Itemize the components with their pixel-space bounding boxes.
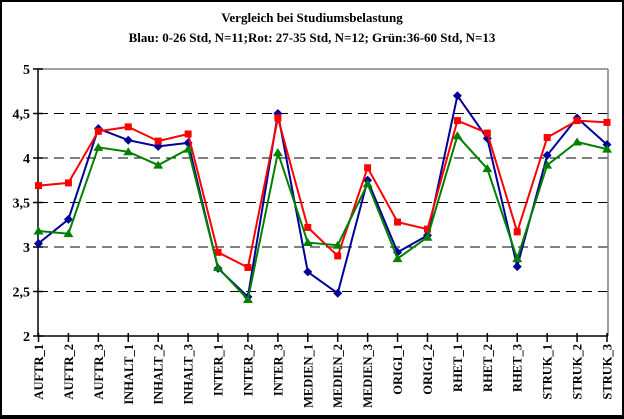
marker-square (214, 248, 222, 256)
x-category-label: RHET_2 (481, 344, 495, 392)
marker-triangle (482, 164, 493, 173)
x-category-label: INHALT_2 (152, 344, 166, 405)
marker-triangle (272, 148, 283, 157)
marker-triangle (512, 254, 523, 263)
x-category-label: STRUK_2 (571, 344, 585, 400)
chart-title: Vergleich bei Studiumsbelastung (221, 10, 403, 25)
marker-square (483, 129, 491, 137)
marker-square (64, 179, 72, 187)
marker-triangle (93, 142, 104, 151)
marker-triangle (33, 226, 44, 235)
marker-square (154, 137, 162, 145)
y-tick-label: 5 (23, 63, 30, 78)
marker-square (244, 263, 252, 271)
marker-square (304, 223, 312, 231)
marker-diamond (452, 91, 462, 101)
marker-square (274, 114, 282, 122)
marker-square (35, 182, 42, 190)
marker-square (513, 228, 521, 236)
marker-diamond (63, 214, 73, 224)
x-category-label: STRUK_1 (541, 344, 555, 400)
y-tick-label: 2 (23, 330, 30, 345)
x-category-label: AUFTR_2 (62, 344, 76, 400)
y-tick-label: 2,5 (13, 286, 31, 301)
marker-square (124, 123, 132, 131)
marker-triangle (63, 229, 74, 238)
marker-triangle (213, 262, 224, 271)
marker-triangle (242, 295, 253, 304)
x-category-label: INTER_2 (241, 344, 255, 396)
marker-square (184, 130, 192, 138)
x-category-label: ORIGI_1 (391, 344, 405, 395)
marker-triangle (302, 238, 313, 247)
y-tick-label: 3,5 (13, 197, 31, 212)
marker-triangle (422, 232, 433, 241)
x-category-label: INHALT_3 (182, 344, 196, 405)
x-category-label: STRUK_3 (601, 344, 615, 400)
marker-square (364, 164, 372, 172)
x-category-label: MEDIEN_3 (361, 344, 375, 408)
marker-diamond (333, 288, 343, 298)
marker-square (394, 218, 402, 226)
x-category-label: AUFTR_1 (32, 344, 46, 400)
marker-triangle (572, 137, 583, 146)
marker-square (423, 225, 431, 233)
series-line-triangle (38, 133, 608, 302)
marker-square (94, 127, 102, 135)
x-category-label: AUFTR_3 (92, 344, 106, 400)
x-category-label: MEDIEN_1 (301, 344, 315, 408)
marker-diamond (34, 238, 43, 248)
marker-square (573, 117, 581, 125)
marker-square (543, 134, 551, 142)
x-category-label: INHALT_1 (122, 344, 136, 405)
marker-triangle (602, 144, 612, 153)
marker-triangle (452, 131, 463, 140)
y-tick-label: 3 (23, 241, 30, 256)
marker-triangle (332, 240, 343, 249)
x-category-label: INTER_1 (212, 344, 226, 396)
marker-triangle (123, 147, 134, 156)
marker-triangle (183, 144, 194, 153)
marker-diamond (123, 135, 133, 145)
marker-square (334, 252, 342, 260)
marker-diamond (303, 267, 313, 277)
y-tick-label: 4,5 (13, 108, 31, 123)
y-tick-label: 4 (23, 152, 30, 167)
marker-diamond (542, 150, 552, 160)
series-line-diamond (37, 93, 608, 299)
x-category-label: MEDIEN_2 (331, 344, 345, 408)
series-line-square (38, 117, 608, 269)
x-category-label: ORIGI_2 (421, 344, 435, 395)
x-category-label: RHET_3 (511, 344, 525, 392)
x-category-label: INTER_3 (271, 344, 285, 396)
x-category-label: RHET_1 (451, 344, 465, 392)
marker-triangle (542, 160, 553, 169)
marker-triangle (153, 160, 164, 169)
marker-triangle (362, 179, 373, 188)
marker-square (453, 117, 461, 125)
marker-triangle (392, 254, 403, 263)
marker-square (603, 118, 611, 126)
chart-subtitle: Blau: 0-26 Std, N=11;Rot: 27-35 Std, N=1… (128, 30, 496, 45)
marker-diamond (512, 262, 522, 272)
